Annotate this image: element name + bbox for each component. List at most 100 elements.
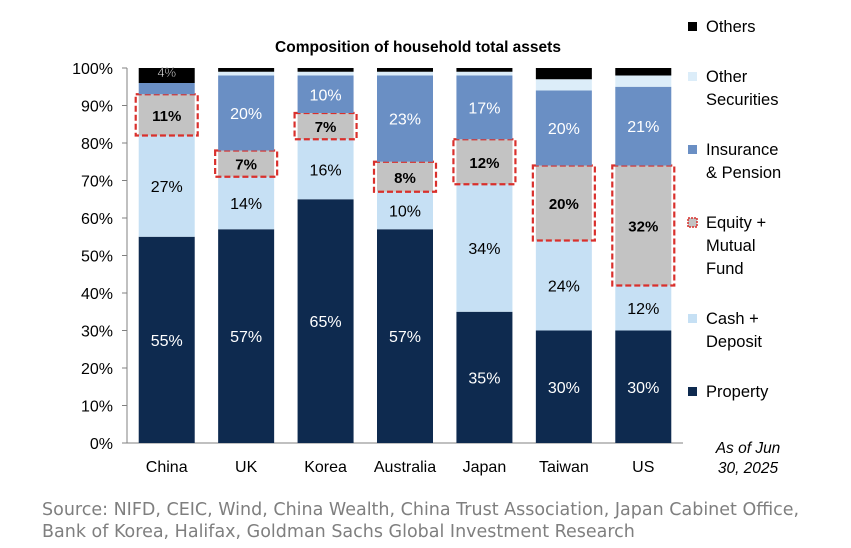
data-label-cash-deposit-us: 12%: [627, 301, 659, 318]
bar-insurance-pension-korea: [297, 75, 354, 113]
bar-property-china: [138, 236, 195, 443]
data-label-property-uk: 57%: [230, 329, 262, 346]
y-tick-label: 20%: [81, 361, 113, 378]
data-label-cash-deposit-uk: 14%: [230, 196, 262, 213]
data-label-insurance-pension-korea: 10%: [310, 87, 342, 104]
bar-property-taiwan: [535, 330, 592, 443]
chart-title: Composition of household total assets: [275, 39, 561, 56]
data-label-property-taiwan: 30%: [548, 380, 580, 397]
legend-label-cash-deposit: Deposit: [706, 333, 762, 351]
bar-cash-deposit-australia: [377, 191, 433, 230]
data-label-insurance-pension-us: 21%: [627, 119, 659, 136]
legend-label-property: Property: [706, 383, 769, 401]
legend-swatch-cash-deposit: [688, 314, 697, 323]
data-label-cash-deposit-korea: 16%: [310, 162, 342, 179]
bar-equity-mutual-fund-taiwan: [535, 165, 592, 241]
data-label-others-china: 4%: [157, 65, 176, 80]
bar-others-japan: [456, 68, 513, 72]
legend-swatch-other-securities: [688, 72, 697, 81]
data-label-insurance-pension-japan: 17%: [468, 100, 500, 117]
bar-others-us: [615, 68, 672, 76]
bar-insurance-pension-china: [138, 83, 195, 95]
data-label-cash-deposit-japan: 34%: [468, 241, 500, 258]
data-label-property-australia: 57%: [389, 329, 421, 346]
bar-cash-deposit-china: [138, 135, 195, 237]
bar-insurance-pension-uk: [218, 75, 275, 151]
legend-swatch-equity-mutual-fund: [687, 217, 698, 228]
bar-property-korea: [297, 199, 354, 443]
bar-insurance-pension-taiwan: [535, 90, 592, 166]
x-tick-label-korea: Korea: [304, 459, 347, 476]
data-label-equity-mutual-fund-korea: 7%: [315, 119, 337, 136]
data-label-property-korea: 65%: [310, 314, 342, 331]
legend-swatch-property: [688, 387, 697, 396]
bar-insurance-pension-japan: [456, 75, 513, 140]
bar-others-australia: [377, 68, 433, 72]
legend-label-equity-mutual-fund: Fund: [706, 260, 744, 278]
x-tick-label-taiwan: Taiwan: [539, 459, 589, 476]
x-tick-label-us: US: [632, 459, 654, 476]
data-label-cash-deposit-taiwan: 24%: [548, 279, 580, 296]
legend-label-other-securities: Other: [706, 68, 748, 86]
x-tick-label-australia: Australia: [374, 459, 436, 476]
legend-swatch-insurance-pension: [688, 145, 697, 154]
data-label-equity-mutual-fund-uk: 7%: [235, 157, 257, 174]
data-label-insurance-pension-australia: 23%: [389, 112, 421, 129]
legend-label-cash-deposit: Cash +: [706, 310, 759, 328]
bar-equity-mutual-fund-us: [615, 165, 672, 286]
legend-label-equity-mutual-fund: Mutual: [706, 237, 756, 255]
stacked-bar-chart: Composition of household total assets 0% 1…: [72, 18, 781, 477]
legend-label-others: Others: [706, 18, 756, 36]
bar-other-securities-japan: [456, 71, 513, 76]
bar-property-japan: [456, 311, 513, 443]
bar-cash-deposit-korea: [297, 139, 354, 200]
data-label-equity-mutual-fund-taiwan: 20%: [549, 196, 579, 213]
as-of-date-note: As of Jun: [715, 440, 781, 457]
as-of-date-note: 30, 2025: [718, 460, 779, 477]
x-tick-label-japan: Japan: [463, 459, 507, 476]
data-label-equity-mutual-fund-japan: 12%: [469, 155, 499, 172]
y-tick-label: 30%: [81, 324, 113, 341]
bar-property-uk: [218, 229, 275, 443]
y-tick-label: 50%: [81, 249, 113, 266]
x-tick-label-uk: UK: [235, 459, 258, 476]
bar-others-china: [138, 68, 195, 83]
source-note: Source: NIFD, CEIC, Wind, China Wealth, …: [42, 500, 800, 542]
y-tick-label: 100%: [72, 61, 113, 78]
bar-other-securities-australia: [377, 71, 433, 76]
bar-property-us: [615, 330, 672, 443]
bar-others-taiwan: [535, 68, 592, 80]
bar-other-securities-uk: [218, 71, 275, 76]
data-label-cash-deposit-australia: 10%: [389, 204, 421, 221]
bar-equity-mutual-fund-korea: [297, 113, 354, 140]
bar-cash-deposit-japan: [456, 184, 513, 312]
legend-label-equity-mutual-fund: Equity +: [706, 214, 766, 232]
data-label-property-us: 30%: [627, 380, 659, 397]
legend-label-other-securities: Securities: [706, 91, 778, 109]
y-tick-label: 40%: [81, 286, 113, 303]
y-tick-label: 60%: [81, 211, 113, 228]
data-label-cash-deposit-china: 27%: [151, 179, 183, 196]
bar-other-securities-korea: [297, 71, 354, 76]
bar-other-securities-us: [615, 75, 672, 87]
y-tick-label: 70%: [81, 174, 113, 191]
data-label-equity-mutual-fund-australia: 8%: [394, 170, 416, 187]
bar-others-korea: [297, 68, 354, 72]
legend-label-insurance-pension: & Pension: [706, 164, 781, 182]
bar-cash-deposit-us: [615, 285, 672, 331]
bar-property-australia: [377, 229, 433, 443]
bar-equity-mutual-fund-australia: [377, 161, 433, 192]
bar-cash-deposit-uk: [218, 176, 275, 230]
y-tick-label: 0%: [90, 436, 113, 453]
legend-swatch-others: [688, 22, 697, 31]
bar-equity-mutual-fund-uk: [218, 150, 275, 177]
data-label-equity-mutual-fund-china: 11%: [152, 108, 181, 125]
bar-cash-deposit-taiwan: [535, 240, 592, 331]
data-label-property-china: 55%: [151, 333, 183, 350]
data-label-insurance-pension-uk: 20%: [230, 106, 262, 123]
x-tick-label-china: China: [146, 459, 188, 476]
bar-others-uk: [218, 68, 275, 72]
y-tick-label: 80%: [81, 136, 113, 153]
bar-other-securities-taiwan: [535, 79, 592, 91]
bar-insurance-pension-us: [615, 86, 672, 166]
